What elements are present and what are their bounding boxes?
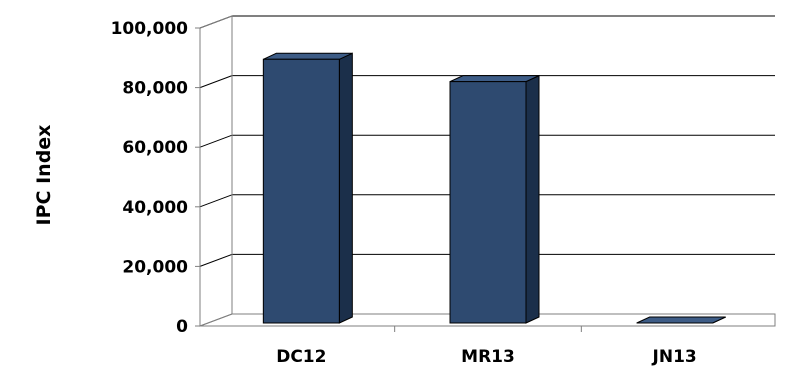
x-tick-label: MR13 — [461, 347, 515, 367]
bars — [262, 52, 726, 324]
x-tick-label: DC12 — [276, 347, 326, 367]
bar-side — [338, 52, 353, 324]
labels: 0 20,000 40,000 60,000 80,000 100,000 DC12 MR13… — [111, 19, 697, 367]
gridline-diagonal — [199, 134, 233, 148]
bar-top — [636, 316, 726, 324]
bar-top — [449, 75, 540, 83]
side-wall — [199, 15, 233, 327]
x-tick-label: JN13 — [652, 347, 697, 367]
y-tick-label: 80,000 — [122, 79, 188, 99]
y-tick-label: 100,000 — [111, 19, 189, 39]
gridline-diagonal — [199, 253, 233, 267]
bar-side — [525, 74, 540, 324]
gridline-diagonal — [199, 75, 233, 89]
gridline-diagonal — [199, 194, 233, 208]
y-tick-label: 60,000 — [122, 138, 188, 158]
y-tick-label: 20,000 — [122, 257, 188, 277]
y-tick-label: 40,000 — [122, 198, 188, 218]
y-tick-label: 0 — [176, 317, 188, 337]
y-axis-title: IPC Index — [33, 125, 55, 226]
bar-mr13 — [449, 81, 527, 324]
bar-dc12 — [262, 58, 340, 324]
bar-top — [263, 52, 353, 60]
axes — [195, 15, 776, 332]
